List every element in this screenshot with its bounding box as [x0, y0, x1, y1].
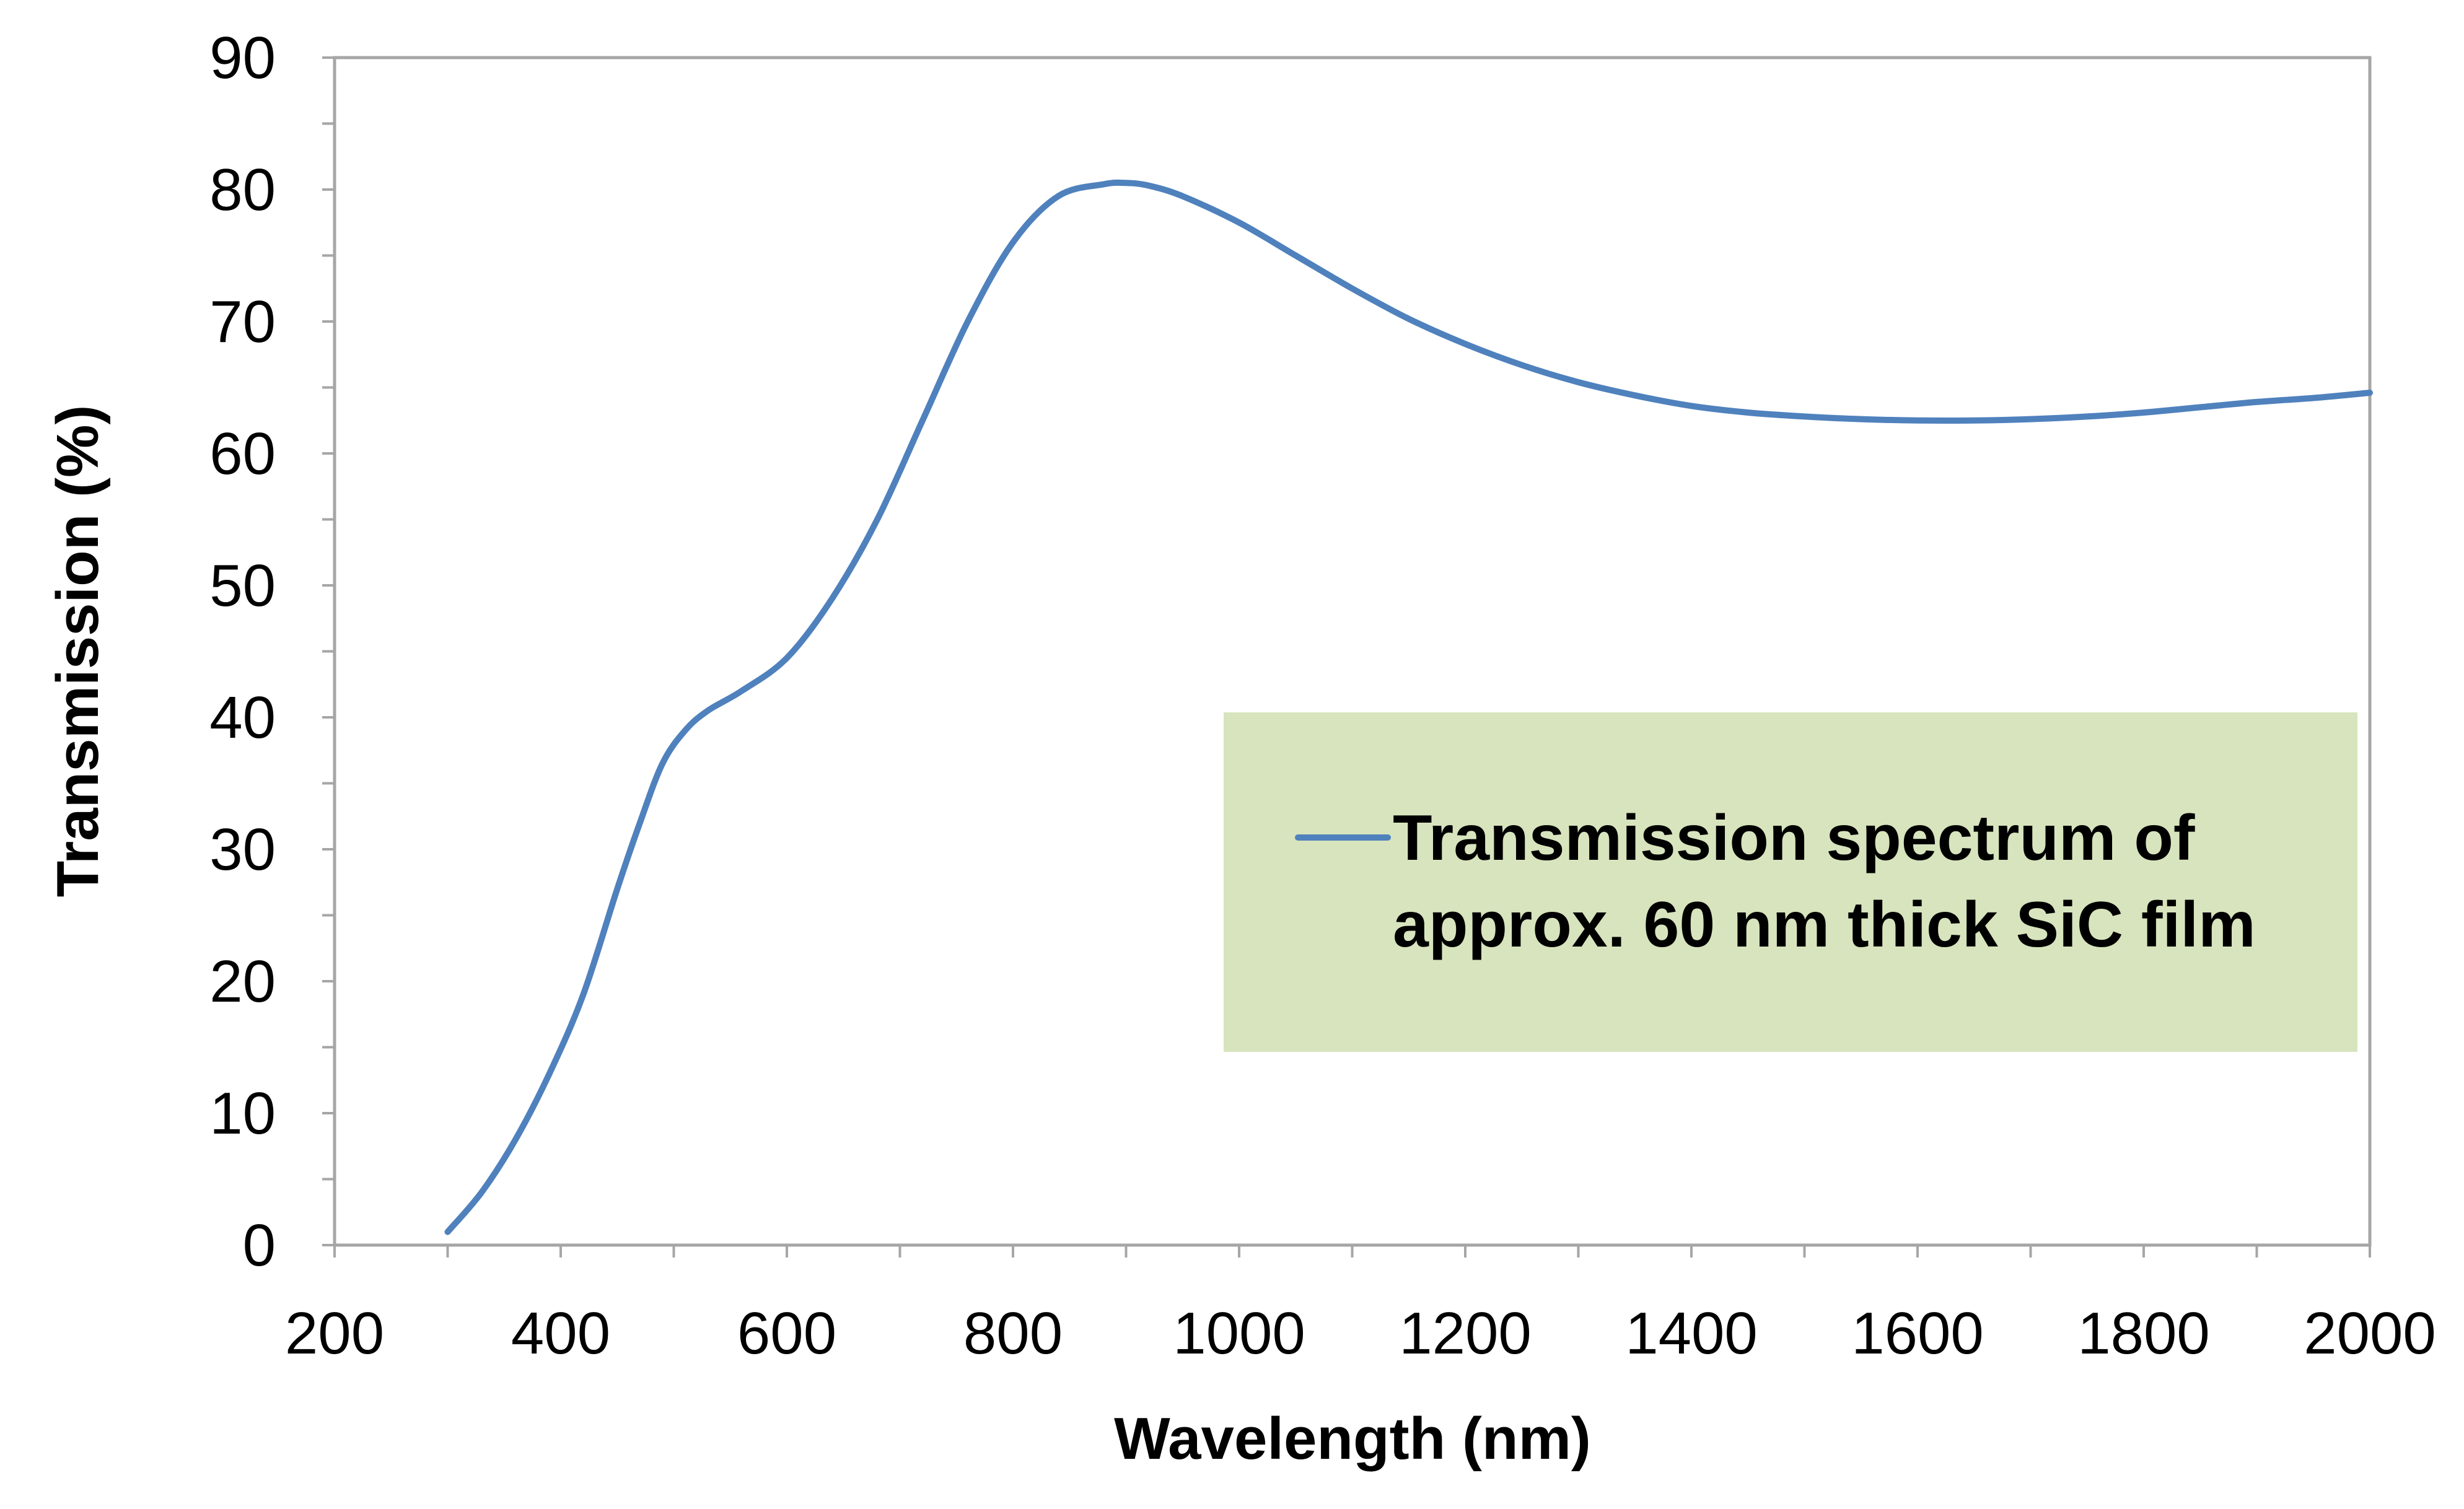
x-tick-label: 1600 [1851, 1300, 1984, 1367]
y-tick-label: 0 [243, 1212, 276, 1279]
x-tick-label: 1000 [1173, 1300, 1305, 1367]
y-tick-label: 10 [209, 1080, 276, 1147]
x-tick-label: 2000 [2304, 1300, 2436, 1367]
x-tick-label: 200 [285, 1300, 384, 1367]
y-tick-label: 30 [209, 816, 276, 883]
legend: Transmission spectrum of approx. 60 nm t… [1224, 712, 2357, 1052]
x-axis: 200 400 600 800 1000 1200 1400 1600 1800 2000 [285, 1245, 2436, 1367]
y-tick-label: 80 [209, 157, 276, 223]
legend-label-line-2: approx. 60 nm thick SiC film [1393, 889, 2256, 961]
x-tick-label: 1200 [1399, 1300, 1532, 1367]
legend-box [1224, 712, 2357, 1052]
plot-area [333, 56, 2372, 1247]
x-tick-label: 1400 [1625, 1300, 1758, 1367]
y-tick-label: 40 [209, 685, 276, 751]
series-line [444, 179, 2373, 1235]
x-axis-title: Wavelength (nm) [1114, 1406, 1591, 1472]
x-tick-label: 400 [511, 1300, 610, 1367]
y-tick-label: 20 [209, 948, 276, 1015]
y-tick-label: 70 [209, 289, 276, 355]
x-tick-label: 1800 [2077, 1300, 2210, 1367]
x-tick-label: 600 [737, 1300, 836, 1367]
y-tick-label: 50 [209, 553, 276, 619]
y-tick-label: 90 [209, 25, 276, 91]
y-tick-label: 60 [209, 421, 276, 487]
y-axis: 0 10 20 30 40 50 60 70 80 90 [209, 25, 335, 1279]
y-axis-title: Transmission (%) [45, 405, 111, 898]
legend-label-line-1: Transmission spectrum of [1393, 802, 2195, 874]
x-tick-label: 800 [963, 1300, 1063, 1367]
series-layer [444, 179, 2373, 1235]
